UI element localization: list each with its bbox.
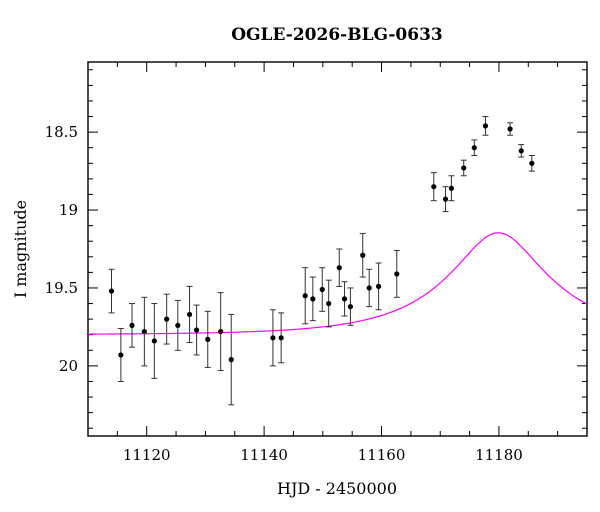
data-point [302,267,309,325]
point-marker [471,145,477,151]
chart-title: OGLE-2026-BLG-0633 [231,25,443,45]
data-point [141,296,148,367]
data-point [393,250,400,298]
data-point [442,186,449,213]
point-marker [228,357,234,363]
x-tick-label: 11180 [475,446,523,464]
data-point [186,285,193,343]
data-point [228,313,235,406]
point-marker [319,286,325,293]
x-tick-label: 11160 [358,446,406,464]
data-point [507,122,514,136]
data-point [518,144,525,158]
data-point [174,299,181,351]
data-point [129,303,136,348]
point-marker [336,265,342,271]
y-tick-label: 19 [59,201,78,219]
point-marker [461,165,467,171]
point-marker [108,288,115,294]
data-point [448,175,455,202]
data-point [193,304,200,356]
point-marker [431,184,437,190]
point-marker [326,300,332,307]
point-marker [529,160,535,166]
data-point [341,281,348,317]
data-point [460,159,467,177]
tick-labels: 11120 11140 11160 11180 18.5 19 19.5 20 [45,123,523,464]
point-marker [375,283,382,289]
axis-ticks [87,62,588,436]
point-marker [448,185,454,191]
point-marker [394,271,400,277]
data-point [309,276,316,322]
point-marker [310,296,316,302]
x-tick-label: 11140 [240,446,288,464]
point-marker [218,328,224,335]
point-marker [507,126,513,132]
point-marker [366,285,372,291]
point-marker [270,335,276,341]
y-axis-label: I magnitude [11,200,30,298]
data-point [471,139,478,156]
data-point [528,155,535,172]
point-marker [302,293,308,299]
data-point [375,262,382,311]
point-marker [341,296,348,302]
data-point [319,267,326,312]
point-marker [186,311,193,318]
data-points [108,116,535,406]
point-marker [347,304,354,310]
point-marker [151,338,157,344]
data-point [204,310,211,368]
plot-frame [87,61,588,437]
point-marker [118,352,124,358]
data-point [269,309,276,367]
point-marker [482,123,489,129]
point-marker [175,322,181,328]
point-marker [129,322,135,328]
point-marker [141,328,147,335]
point-marker [442,196,449,202]
data-point [117,327,124,382]
x-tick-label: 11120 [123,446,171,464]
point-marker [360,252,366,258]
data-point [482,116,489,136]
data-point [347,287,354,326]
y-tick-label: 18.5 [45,123,78,141]
y-tick-label: 20 [59,357,78,375]
data-point [278,312,285,364]
data-point [217,292,224,372]
x-axis-label: HJD - 2450000 [277,479,397,498]
point-marker [205,336,211,342]
point-marker [278,335,284,341]
data-point [336,248,343,287]
data-point [430,172,437,202]
point-marker [194,327,200,333]
data-point [151,303,158,379]
data-point [325,279,332,328]
point-marker [164,316,170,322]
data-point [163,293,170,345]
y-tick-label: 19.5 [45,279,78,297]
data-point [108,268,115,314]
data-point [359,232,366,278]
model-curve [88,232,588,335]
data-point [366,268,373,308]
point-marker [518,148,524,154]
